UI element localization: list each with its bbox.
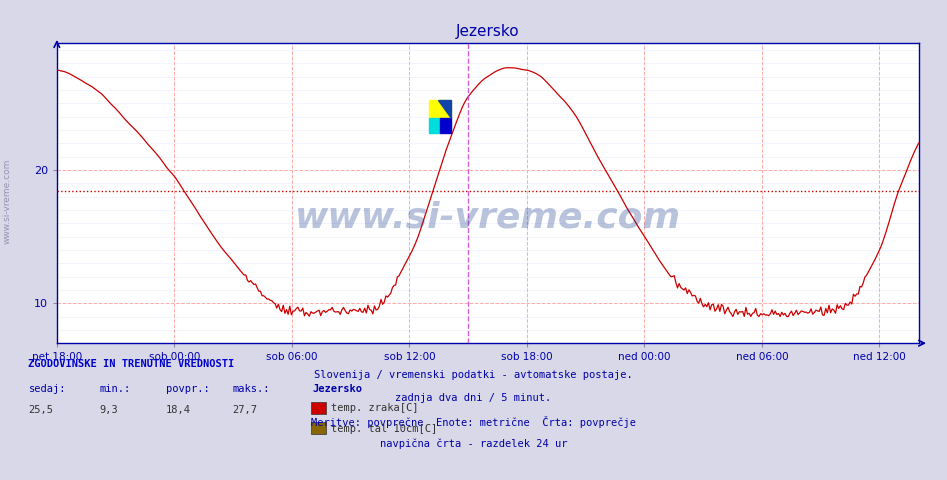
Text: povpr.:: povpr.: xyxy=(166,384,209,394)
Title: Jezersko: Jezersko xyxy=(456,24,520,39)
Text: 9,3: 9,3 xyxy=(99,405,118,415)
Text: ZGODOVINSKE IN TRENUTNE VREDNOSTI: ZGODOVINSKE IN TRENUTNE VREDNOSTI xyxy=(28,359,235,369)
Text: 25,5: 25,5 xyxy=(28,405,53,415)
Text: temp. tal 10cm[C]: temp. tal 10cm[C] xyxy=(331,424,438,433)
Text: 18,4: 18,4 xyxy=(166,405,190,415)
Text: www.si-vreme.com: www.si-vreme.com xyxy=(3,159,12,244)
Bar xyxy=(429,119,439,133)
Text: 27,7: 27,7 xyxy=(232,405,257,415)
Bar xyxy=(429,100,451,119)
Bar xyxy=(439,119,451,133)
Polygon shape xyxy=(438,100,451,119)
Text: min.:: min.: xyxy=(99,384,131,394)
Text: sedaj:: sedaj: xyxy=(28,384,66,394)
Text: Meritve: povprečne  Enote: metrične  Črta: povprečje: Meritve: povprečne Enote: metrične Črta:… xyxy=(311,416,636,428)
Text: navpična črta - razdelek 24 ur: navpična črta - razdelek 24 ur xyxy=(380,439,567,449)
Text: Jezersko: Jezersko xyxy=(313,384,363,394)
Text: zadnja dva dni / 5 minut.: zadnja dva dni / 5 minut. xyxy=(396,393,551,403)
Text: www.si-vreme.com: www.si-vreme.com xyxy=(295,200,681,234)
Text: maks.:: maks.: xyxy=(232,384,270,394)
Text: Slovenija / vremenski podatki - avtomatske postaje.: Slovenija / vremenski podatki - avtomats… xyxy=(314,370,633,380)
Text: temp. zraka[C]: temp. zraka[C] xyxy=(331,403,419,413)
